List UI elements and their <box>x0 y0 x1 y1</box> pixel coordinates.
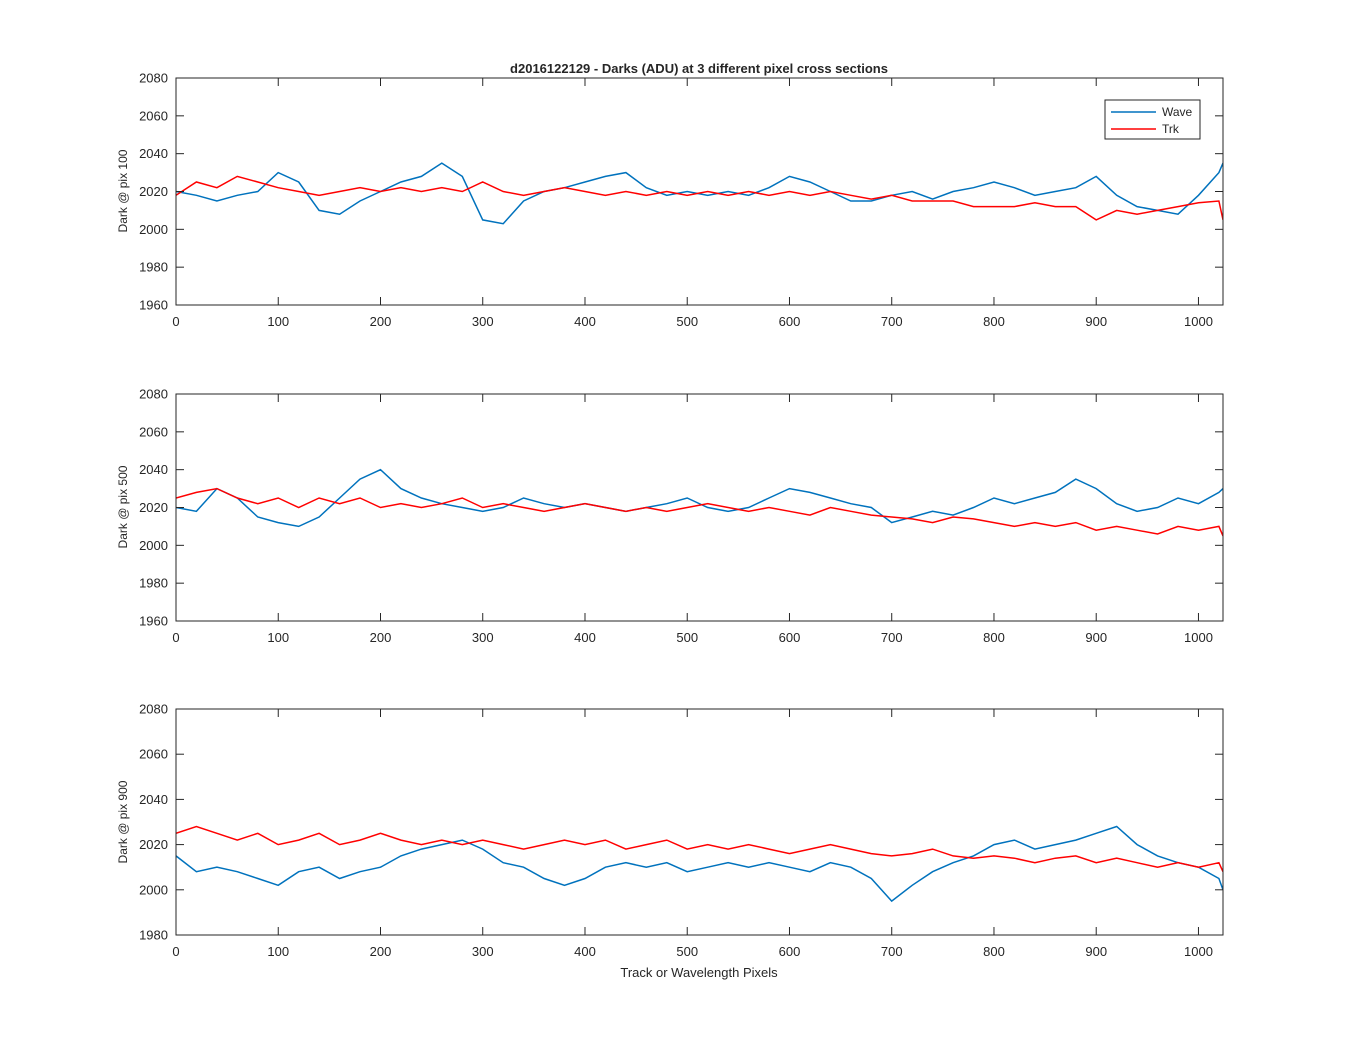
legend-label-trk: Trk <box>1162 122 1180 136</box>
y-tick-label: 1960 <box>139 298 168 313</box>
series-line-wave <box>176 825 1223 903</box>
x-tick-label: 400 <box>574 630 596 645</box>
x-tick-label: 300 <box>472 314 494 329</box>
x-tick-label: 800 <box>983 630 1005 645</box>
y-tick-label: 2000 <box>139 882 168 897</box>
subplot-pix-100: Dark @ pix 100 0 100 200 300 400 500 600 700 800… <box>116 71 1224 329</box>
x-tick-label: 0 <box>172 630 179 645</box>
series-group <box>176 162 1223 225</box>
series-line-wave <box>176 162 1223 225</box>
figure-title: d2016122129 - Darks (ADU) at 3 different… <box>510 61 888 76</box>
ylabel-pix-100: Dark @ pix 100 <box>116 149 130 232</box>
y-tick-label: 2060 <box>139 747 168 762</box>
x-tick-label: 600 <box>779 630 801 645</box>
y-tick-label: 2000 <box>139 538 168 553</box>
x-tick-label: 1000 <box>1184 944 1213 959</box>
x-tick-label: 700 <box>881 314 903 329</box>
series-line-trk <box>176 487 1223 537</box>
y-tick-label: 2060 <box>139 108 168 123</box>
series-line-wave <box>176 468 1223 528</box>
subplot-pix-500: Dark @ pix 500 0 100 200 300 400 500 600 700 800… <box>116 387 1224 645</box>
y-tick-label: 2040 <box>139 462 168 477</box>
y-tick-label: 1980 <box>139 260 168 275</box>
series-line-trk <box>176 825 1223 873</box>
x-tick-label: 200 <box>370 630 392 645</box>
x-tick-label: 100 <box>267 630 289 645</box>
subplot-pix-900: Dark @ pix 900 0 100 200 300 400 500 600 700 800… <box>116 702 1224 959</box>
x-tick-label: 200 <box>370 314 392 329</box>
x-tick-label: 500 <box>676 944 698 959</box>
y-tick-label: 2020 <box>139 184 168 199</box>
y-tick-label: 2080 <box>139 702 168 717</box>
series-group <box>176 825 1223 903</box>
y-tick-label: 2080 <box>139 71 168 86</box>
x-tick-label: 300 <box>472 630 494 645</box>
x-tick-label: 0 <box>172 314 179 329</box>
x-tick-label: 900 <box>1085 314 1107 329</box>
x-tick-label: 800 <box>983 314 1005 329</box>
x-tick-label: 100 <box>267 944 289 959</box>
legend-label-wave: Wave <box>1162 105 1193 119</box>
x-tick-label: 700 <box>881 630 903 645</box>
y-tick-label: 2040 <box>139 792 168 807</box>
x-axis-label: Track or Wavelength Pixels <box>620 965 778 980</box>
y-tick-label: 1980 <box>139 576 168 591</box>
x-tick-label: 1000 <box>1184 314 1213 329</box>
x-tick-label: 500 <box>676 314 698 329</box>
x-tick-label: 800 <box>983 944 1005 959</box>
ylabel-pix-500: Dark @ pix 500 <box>116 465 130 548</box>
x-tick-label: 0 <box>172 944 179 959</box>
series-line-trk <box>176 175 1223 221</box>
x-tick-label: 300 <box>472 944 494 959</box>
x-tick-label: 100 <box>267 314 289 329</box>
x-tick-label: 900 <box>1085 630 1107 645</box>
y-tick-label: 1980 <box>139 928 168 943</box>
legend-box <box>1104 99 1201 140</box>
x-tick-label: 1000 <box>1184 630 1213 645</box>
x-tick-label: 600 <box>779 314 801 329</box>
y-tick-label: 2080 <box>139 387 168 402</box>
x-tick-label: 400 <box>574 314 596 329</box>
x-tick-label: 700 <box>881 944 903 959</box>
y-tick-label: 2040 <box>139 146 168 161</box>
legend: Wave Trk <box>1104 99 1201 140</box>
y-tick-label: 2060 <box>139 424 168 439</box>
y-tick-label: 2020 <box>139 500 168 515</box>
axes-box <box>175 708 1224 936</box>
y-tick-label: 2000 <box>139 222 168 237</box>
x-tick-label: 500 <box>676 630 698 645</box>
y-tick-label: 2020 <box>139 837 168 852</box>
series-group <box>176 468 1223 537</box>
x-tick-label: 900 <box>1085 944 1107 959</box>
x-tick-label: 200 <box>370 944 392 959</box>
x-tick-label: 600 <box>779 944 801 959</box>
x-tick-label: 400 <box>574 944 596 959</box>
y-tick-label: 1960 <box>139 614 168 629</box>
ylabel-pix-900: Dark @ pix 900 <box>116 780 130 863</box>
